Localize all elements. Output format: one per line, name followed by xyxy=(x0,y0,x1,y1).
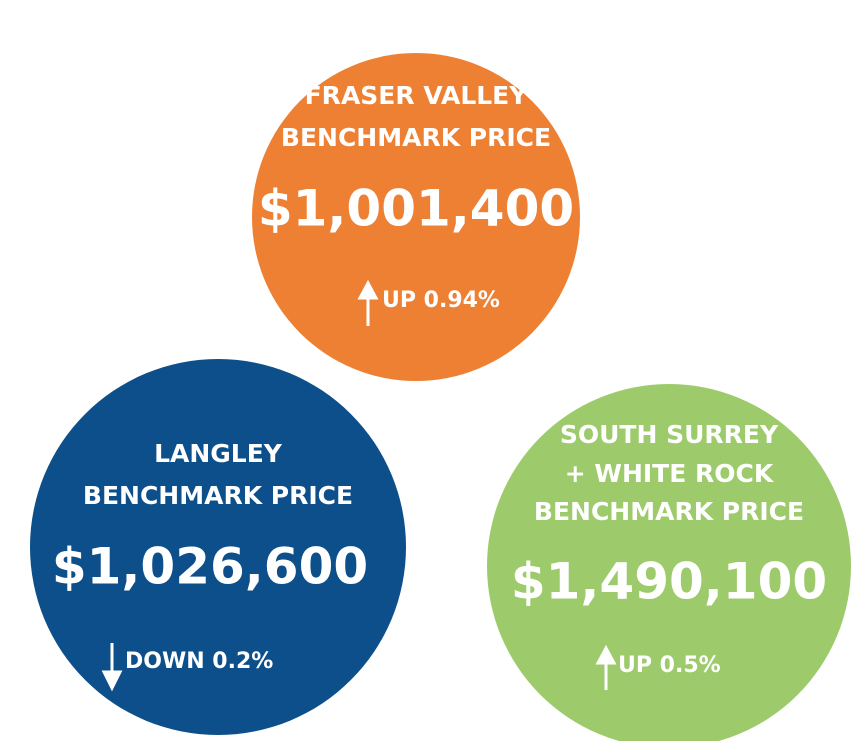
title-line: + WHITE ROCK xyxy=(565,459,775,488)
price: $1,001,400 xyxy=(258,180,574,238)
south-surrey-circle: SOUTH SURREY + WHITE ROCK BENCHMARK PRIC… xyxy=(487,384,851,741)
langley-circle: LANGLEY BENCHMARK PRICE $1,026,600 DOWN … xyxy=(30,359,406,735)
circle xyxy=(30,359,406,735)
up-arrow xyxy=(595,644,617,690)
title-line: FRASER VALLEY xyxy=(305,81,529,110)
price: $1,026,600 xyxy=(52,538,368,596)
title-line: LANGLEY xyxy=(154,439,283,468)
title-line: BENCHMARK PRICE xyxy=(83,481,353,510)
title-line: BENCHMARK PRICE xyxy=(281,123,551,152)
circle xyxy=(252,53,580,381)
title-line: SOUTH SURREY xyxy=(560,420,779,449)
change: UP 0.94% xyxy=(382,288,500,313)
title-line: BENCHMARK PRICE xyxy=(534,497,804,526)
down-arrow xyxy=(101,643,123,692)
price: $1,490,100 xyxy=(511,553,827,611)
fraser-valley-circle: FRASER VALLEY BENCHMARK PRICE $1,001,400… xyxy=(252,53,580,381)
circle xyxy=(487,384,851,741)
up-arrow xyxy=(357,279,379,326)
change: UP 0.5% xyxy=(618,653,721,678)
change: DOWN 0.2% xyxy=(125,649,273,674)
